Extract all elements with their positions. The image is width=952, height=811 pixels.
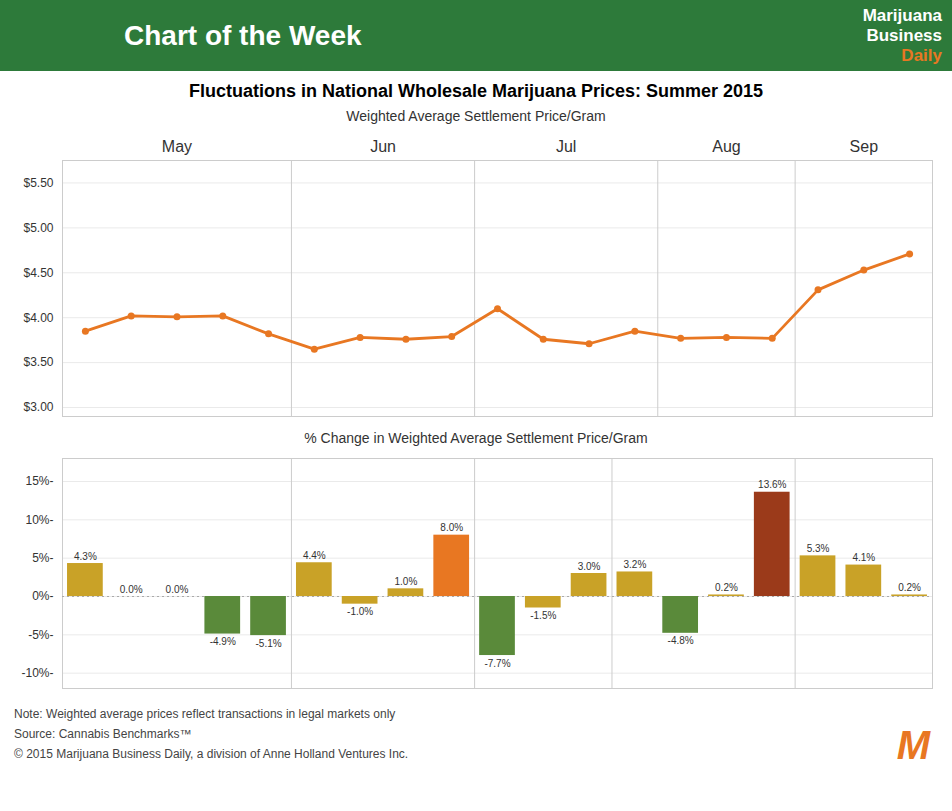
svg-text:-10%-: -10%- xyxy=(21,666,53,680)
svg-text:0.0%: 0.0% xyxy=(166,584,189,595)
svg-text:3.0%: 3.0% xyxy=(578,561,601,572)
svg-text:Aug: Aug xyxy=(712,138,740,155)
svg-text:-1.0%: -1.0% xyxy=(347,606,373,617)
svg-text:-5.1%: -5.1% xyxy=(255,638,281,649)
svg-text:0.0%: 0.0% xyxy=(120,584,143,595)
svg-text:Sep: Sep xyxy=(850,138,879,155)
svg-text:$5.00: $5.00 xyxy=(23,221,53,235)
svg-text:5.3%: 5.3% xyxy=(807,543,830,554)
html-text:Marijuana: Marijuana xyxy=(862,6,942,25)
svg-text:Jun: Jun xyxy=(370,138,396,155)
html-text:% Change in Weighted Average S: % Change in Weighted Average Settlement … xyxy=(304,430,648,446)
svg-text:0.2%: 0.2% xyxy=(715,582,738,593)
svg-text:$4.50: $4.50 xyxy=(23,266,53,280)
html-text:© 2015 Marijuana Business Dail: © 2015 Marijuana Business Daily, a divis… xyxy=(14,747,409,761)
svg-text:10%-: 10%- xyxy=(25,513,53,527)
svg-text:13.6%: 13.6% xyxy=(758,479,786,490)
html-text:Daily: Daily xyxy=(901,46,942,65)
html-text:Fluctuations in National Whole: Fluctuations in National Wholesale Marij… xyxy=(188,81,764,101)
svg-text:4.1%: 4.1% xyxy=(852,552,875,563)
html-text:M: M xyxy=(896,723,930,767)
svg-text:0.2%: 0.2% xyxy=(898,582,921,593)
svg-text:-7.7%: -7.7% xyxy=(484,658,510,669)
svg-text:-1.5%: -1.5% xyxy=(530,610,556,621)
svg-text:$3.50: $3.50 xyxy=(23,355,53,369)
html-text:Chart of the Week: Chart of the Week xyxy=(124,20,362,51)
svg-text:May: May xyxy=(162,138,192,155)
html-text:Business: Business xyxy=(866,26,942,45)
svg-text:$4.00: $4.00 xyxy=(23,311,53,325)
svg-text:4.3%: 4.3% xyxy=(74,551,97,562)
svg-text:$5.50: $5.50 xyxy=(23,176,53,190)
svg-text:1.0%: 1.0% xyxy=(395,576,418,587)
html-text:Source: Cannabis Benchmarks™: Source: Cannabis Benchmarks™ xyxy=(14,727,192,741)
svg-text:4.4%: 4.4% xyxy=(303,550,326,561)
svg-text:$3.00: $3.00 xyxy=(23,400,53,414)
html-text:Weighted Average Settlement Pr: Weighted Average Settlement Price/Gram xyxy=(346,108,606,124)
svg-text:Jul: Jul xyxy=(556,138,576,155)
svg-text:15%-: 15%- xyxy=(25,474,53,488)
svg-text:0%-: 0%- xyxy=(32,589,53,603)
svg-text:-5%-: -5%- xyxy=(28,628,53,642)
svg-text:5%-: 5%- xyxy=(32,551,53,565)
svg-text:3.2%: 3.2% xyxy=(623,559,646,570)
html-text:Note: Weighted average prices: Note: Weighted average prices reflect tr… xyxy=(14,707,396,721)
svg-text:-4.9%: -4.9% xyxy=(210,636,236,647)
svg-text:8.0%: 8.0% xyxy=(440,522,463,533)
svg-text:-4.8%: -4.8% xyxy=(668,635,694,646)
